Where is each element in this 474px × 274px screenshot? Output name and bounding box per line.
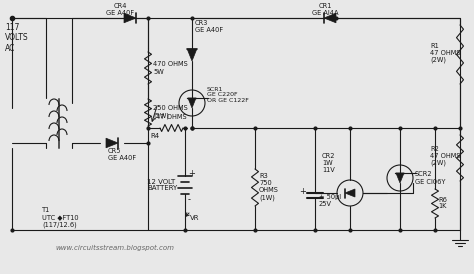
Polygon shape bbox=[396, 173, 404, 183]
Text: T1
UTC ◆FT10
(117/12.6): T1 UTC ◆FT10 (117/12.6) bbox=[42, 207, 79, 228]
Text: www.circuitsstream.blogspot.com: www.circuitsstream.blogspot.com bbox=[55, 245, 174, 251]
Text: R4: R4 bbox=[150, 133, 159, 139]
Text: CR2
1W
11V: CR2 1W 11V bbox=[322, 153, 336, 173]
Text: +: + bbox=[188, 169, 195, 178]
Polygon shape bbox=[188, 98, 196, 108]
Text: .47 OHMS: .47 OHMS bbox=[154, 114, 186, 120]
Text: -: - bbox=[188, 196, 191, 204]
Text: 470 OHMS
5W: 470 OHMS 5W bbox=[153, 61, 188, 75]
Text: 250 OHMS
(5W): 250 OHMS (5W) bbox=[153, 105, 188, 119]
Text: R2
47 OHMS
(2W): R2 47 OHMS (2W) bbox=[430, 146, 461, 166]
Text: SCR2
GE CI06Y: SCR2 GE CI06Y bbox=[415, 172, 446, 184]
Text: + 50μI
25V: + 50μI 25V bbox=[319, 193, 341, 207]
Text: +: + bbox=[300, 187, 306, 196]
Text: R1
47 OHMS
(2W): R1 47 OHMS (2W) bbox=[430, 43, 461, 63]
Text: 117
VOLTS
AC: 117 VOLTS AC bbox=[5, 23, 28, 53]
Polygon shape bbox=[345, 189, 355, 197]
Text: R3
750
OHMS
(1W): R3 750 OHMS (1W) bbox=[259, 173, 279, 201]
Text: R6
1K: R6 1K bbox=[438, 196, 447, 210]
Text: CR3
GE A40F: CR3 GE A40F bbox=[195, 20, 223, 33]
Text: 12 VOLT
BATTERY: 12 VOLT BATTERY bbox=[147, 178, 177, 192]
Text: CR1
GE AI4A: CR1 GE AI4A bbox=[312, 3, 338, 16]
Text: SCR1
GE C220F
OR GE C122F: SCR1 GE C220F OR GE C122F bbox=[207, 87, 249, 103]
Text: CR5
GE A40F: CR5 GE A40F bbox=[108, 148, 136, 161]
Polygon shape bbox=[187, 49, 197, 61]
Polygon shape bbox=[124, 13, 136, 23]
Polygon shape bbox=[324, 13, 336, 23]
Polygon shape bbox=[106, 138, 118, 148]
Text: VR: VR bbox=[190, 215, 200, 221]
Text: CR4
GE A40F: CR4 GE A40F bbox=[106, 3, 134, 16]
